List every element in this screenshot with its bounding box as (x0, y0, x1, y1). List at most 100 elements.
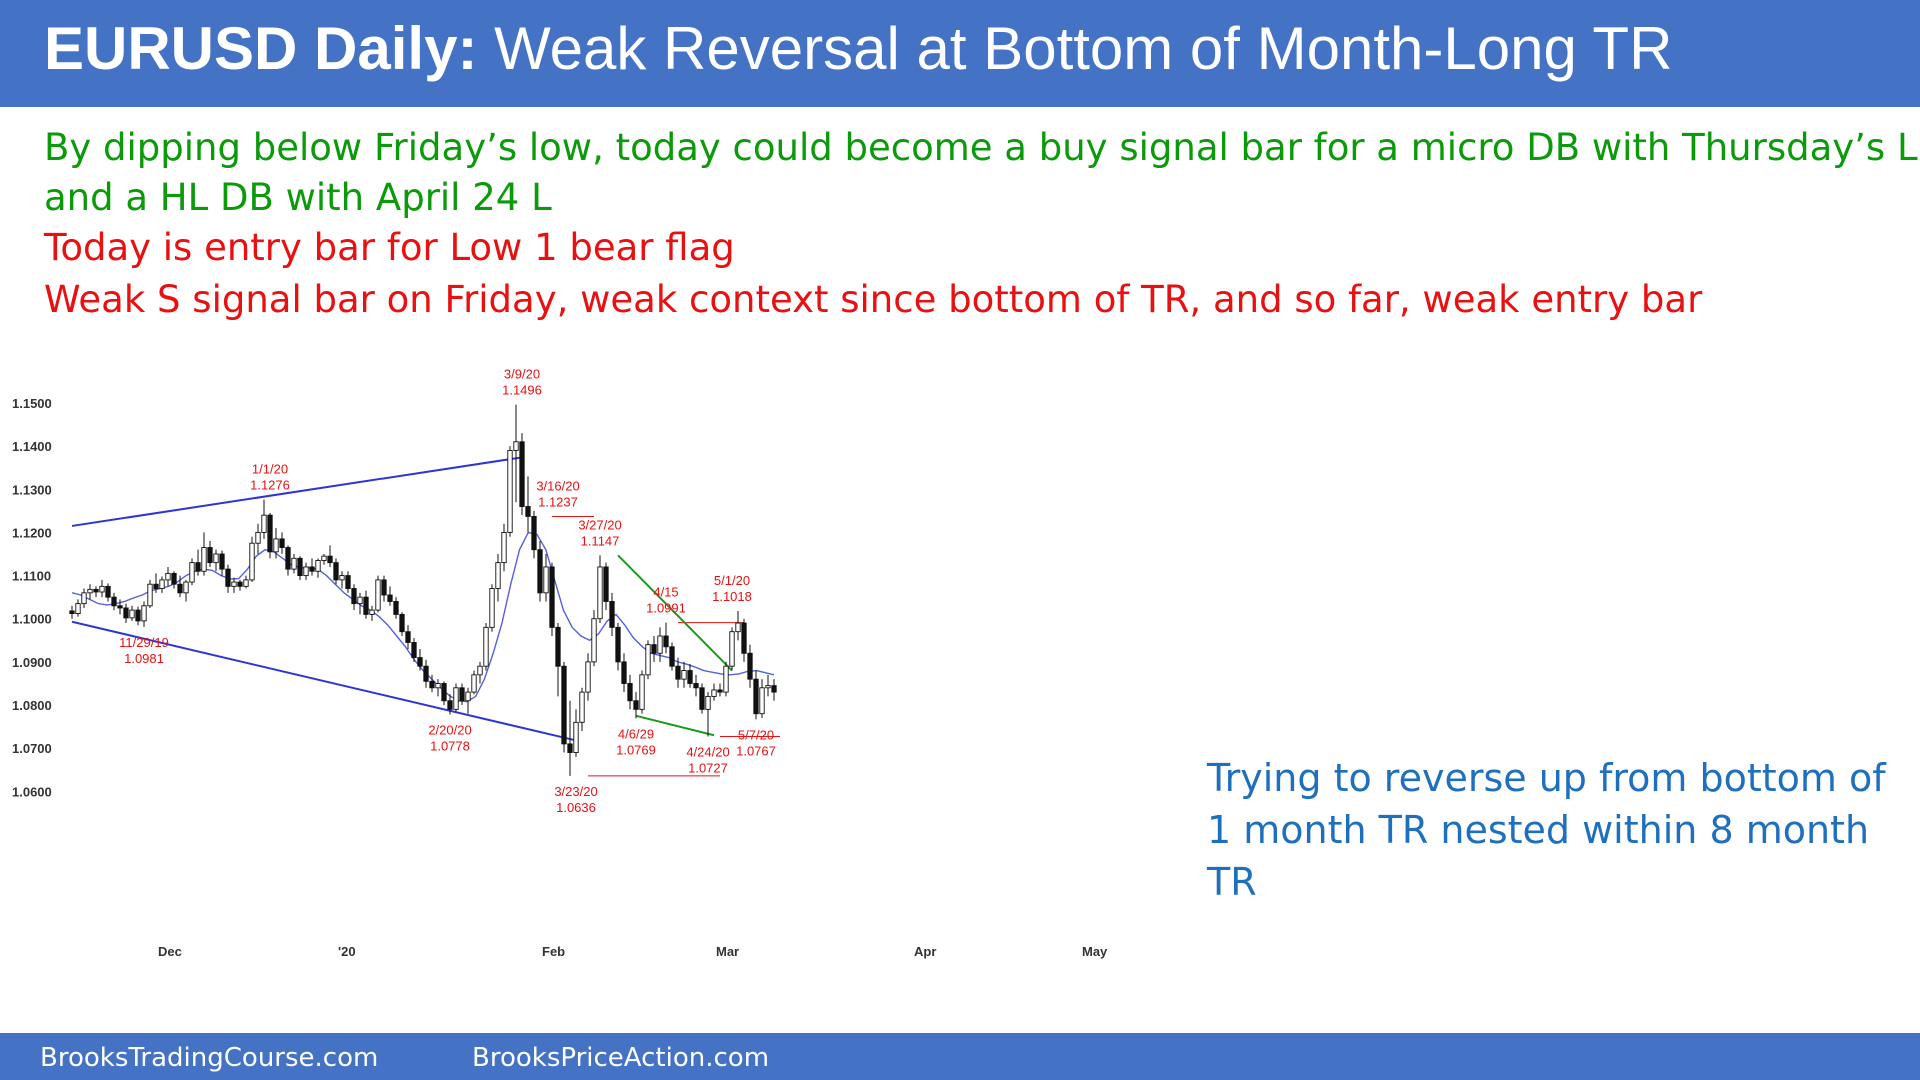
candle (171, 571, 177, 589)
candle-body (291, 557, 297, 570)
candle-body (699, 687, 705, 710)
candle (717, 683, 723, 697)
candle-body (657, 635, 663, 654)
candle-body (177, 583, 183, 594)
candle-body (369, 609, 375, 615)
candle-body (759, 687, 765, 715)
candle-body (693, 683, 699, 689)
candle-body (315, 560, 321, 572)
candle-body (723, 665, 729, 693)
footer-link-right[interactable]: BrooksPriceAction.com (472, 1043, 770, 1073)
trendline (617, 554, 733, 672)
annotation-price: 1.1237 (538, 494, 578, 509)
y-tick-label: 1.0600 (12, 784, 52, 799)
footer-link-left[interactable]: BrooksTradingCourse.com (40, 1043, 379, 1073)
candle-body (159, 579, 165, 589)
candle-body (135, 609, 141, 622)
annotations: 1/1/201.1276 11/29/191.0981 2/20/201.0778 3… (119, 367, 776, 815)
candle-body (279, 538, 285, 548)
candle (285, 545, 291, 576)
annotation-price: 1.1496 (502, 383, 542, 398)
candle-body (495, 562, 501, 589)
candle-body (513, 441, 519, 451)
candle-body (555, 626, 561, 667)
annotation-date: 4/15 (653, 585, 678, 600)
candle (519, 433, 525, 516)
candle-body (117, 605, 123, 609)
candle (621, 653, 627, 693)
candle-body (537, 549, 543, 594)
candle-body (357, 596, 363, 605)
candle-body (603, 566, 609, 602)
candle-body (447, 700, 453, 710)
candle-body (153, 583, 159, 589)
candle-body (663, 635, 669, 648)
title-bold: EURUSD Daily: (44, 15, 478, 82)
candle (645, 640, 651, 680)
side-note: Trying to reverse up from bottom of 1 mo… (1207, 752, 1920, 908)
candle (669, 642, 675, 671)
x-tick-label: Feb (542, 944, 565, 959)
candle (279, 532, 285, 554)
candle (615, 623, 621, 671)
candle-body (519, 441, 525, 507)
candle (537, 541, 543, 602)
candle-body (327, 555, 333, 564)
candle (429, 674, 435, 693)
candle-body (747, 652, 753, 680)
trendline (635, 714, 715, 737)
candle-body (567, 743, 573, 753)
candle (111, 592, 117, 611)
candle (531, 510, 537, 559)
y-tick-label: 1.0700 (12, 741, 52, 756)
candle (465, 687, 471, 714)
candle (231, 577, 237, 593)
annotation-date: 3/9/20 (504, 367, 540, 382)
y-tick-label: 1.1200 (12, 525, 52, 540)
candle (219, 550, 225, 576)
candle (663, 622, 669, 654)
candle (579, 687, 585, 731)
candle-body (711, 689, 717, 697)
candle (165, 566, 171, 587)
candle-body (147, 583, 153, 607)
candle-body (435, 683, 441, 689)
annotation-price: 1.0769 (616, 742, 656, 757)
candle (471, 670, 477, 695)
candle (603, 562, 609, 611)
candle (483, 623, 489, 671)
candle-body (423, 665, 429, 682)
annotation-date: 4/6/29 (618, 726, 654, 741)
candle (75, 599, 81, 617)
candle (477, 661, 483, 684)
candle (741, 618, 747, 662)
annotation-price: 1.1276 (250, 478, 290, 493)
candle-body (591, 618, 597, 663)
candle (369, 605, 375, 621)
candle (507, 446, 513, 537)
candle (393, 597, 399, 619)
y-tick-label: 1.0800 (12, 698, 52, 713)
candle-body (681, 670, 687, 680)
candle-body (405, 631, 411, 643)
candle-body (459, 687, 465, 702)
y-tick-label: 1.1400 (12, 439, 52, 454)
candle (129, 605, 135, 621)
candle (459, 683, 465, 706)
candle-body (633, 700, 639, 710)
annotation-price: 1.1147 (581, 533, 620, 548)
candle (153, 573, 159, 593)
candle-body (453, 687, 459, 710)
candle-body (417, 657, 423, 667)
candle-body (525, 506, 531, 517)
candle-body (501, 531, 507, 564)
candle (453, 683, 459, 712)
candle-body (651, 644, 657, 654)
candle-body (141, 605, 147, 622)
candle-body (741, 622, 747, 654)
annotation-date: 5/1/20 (714, 573, 750, 588)
annotation-price: 1.0727 (688, 761, 728, 776)
candle-body (429, 680, 435, 689)
candle (225, 564, 231, 593)
candle-body (99, 585, 105, 593)
